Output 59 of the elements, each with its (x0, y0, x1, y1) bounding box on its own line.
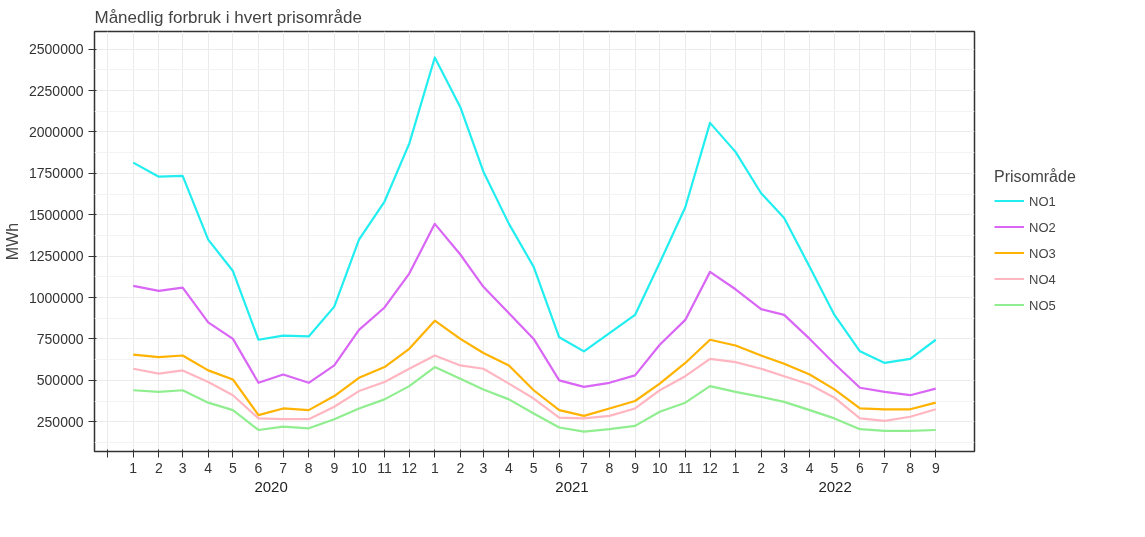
y-tick-label: 2500000 (29, 41, 84, 58)
x-tick-label: 3 (780, 459, 789, 476)
x-tick-label: 12 (702, 459, 719, 476)
y-tick-label: 250000 (36, 413, 84, 430)
line-series (132, 365, 937, 433)
text: 2022 (818, 477, 852, 495)
x-tick-label: 10 (351, 459, 367, 476)
legend-label: NO1 (1029, 193, 1056, 208)
legend-label: NO3 (1029, 245, 1056, 260)
y-tick-label: 1750000 (29, 165, 84, 182)
x-tick-label: 10 (651, 459, 668, 476)
x-tick-label: 9 (931, 459, 940, 476)
x-tick-label: 1 (129, 459, 138, 476)
line-series (132, 354, 937, 422)
legend-label: NO4 (1029, 271, 1056, 286)
x-tick-label: 4 (204, 459, 213, 476)
x-tick-label: 4 (505, 459, 514, 476)
x-tick-label: 8 (906, 459, 915, 476)
y-tick-label: 1500000 (29, 206, 84, 223)
x-tick-label: 1 (430, 459, 439, 476)
x-tick-label: 8 (605, 459, 614, 476)
x-tick-label: 11 (377, 459, 393, 476)
x-tick-label: 12 (401, 459, 418, 476)
chart-title: Månedlig forbruk i hvert prisområde (94, 7, 362, 27)
x-tick-label: 5 (529, 459, 538, 476)
y-tick-label: 1000000 (29, 289, 84, 306)
x-tick-label: 3 (178, 459, 187, 476)
x-tick-label: 7 (279, 459, 288, 476)
x-tick-label: 6 (254, 459, 263, 476)
y-tick-label: 1250000 (29, 248, 84, 265)
line-series (132, 319, 937, 418)
x-tick-label: 6 (555, 459, 564, 476)
x-tick-label: 7 (580, 459, 589, 476)
x-tick-label: 3 (479, 459, 488, 476)
x-tick-label: 9 (631, 459, 640, 476)
y-tick-label: 2250000 (29, 82, 84, 99)
x-tick-label: 8 (304, 459, 313, 476)
x-tick-label: 9 (330, 459, 339, 476)
x-tick-label: 5 (229, 459, 238, 476)
legend-label: NO2 (1029, 219, 1056, 234)
text: 2020 (254, 477, 288, 495)
x-tick-label: 7 (880, 459, 889, 476)
y-tick-label: 750000 (36, 330, 84, 347)
line-series (132, 56, 937, 365)
y-tick-label: 2000000 (29, 123, 84, 140)
legend-label: NO5 (1029, 297, 1056, 312)
legend-title: Prisområde (994, 167, 1076, 186)
x-tick-label: 6 (856, 459, 865, 476)
x-tick-label: 5 (830, 459, 839, 476)
x-tick-label: 1 (731, 459, 740, 476)
x-tick-label: 4 (805, 459, 814, 476)
y-tick-label: 500000 (36, 372, 84, 389)
x-tick-label: 2 (456, 459, 465, 476)
text: 2021 (555, 477, 589, 495)
y-axis-title: MWh (4, 222, 21, 261)
x-tick-label: 11 (678, 459, 693, 476)
x-tick-label: 2 (154, 459, 163, 476)
x-tick-label: 2 (757, 459, 766, 476)
line-series (132, 222, 937, 397)
